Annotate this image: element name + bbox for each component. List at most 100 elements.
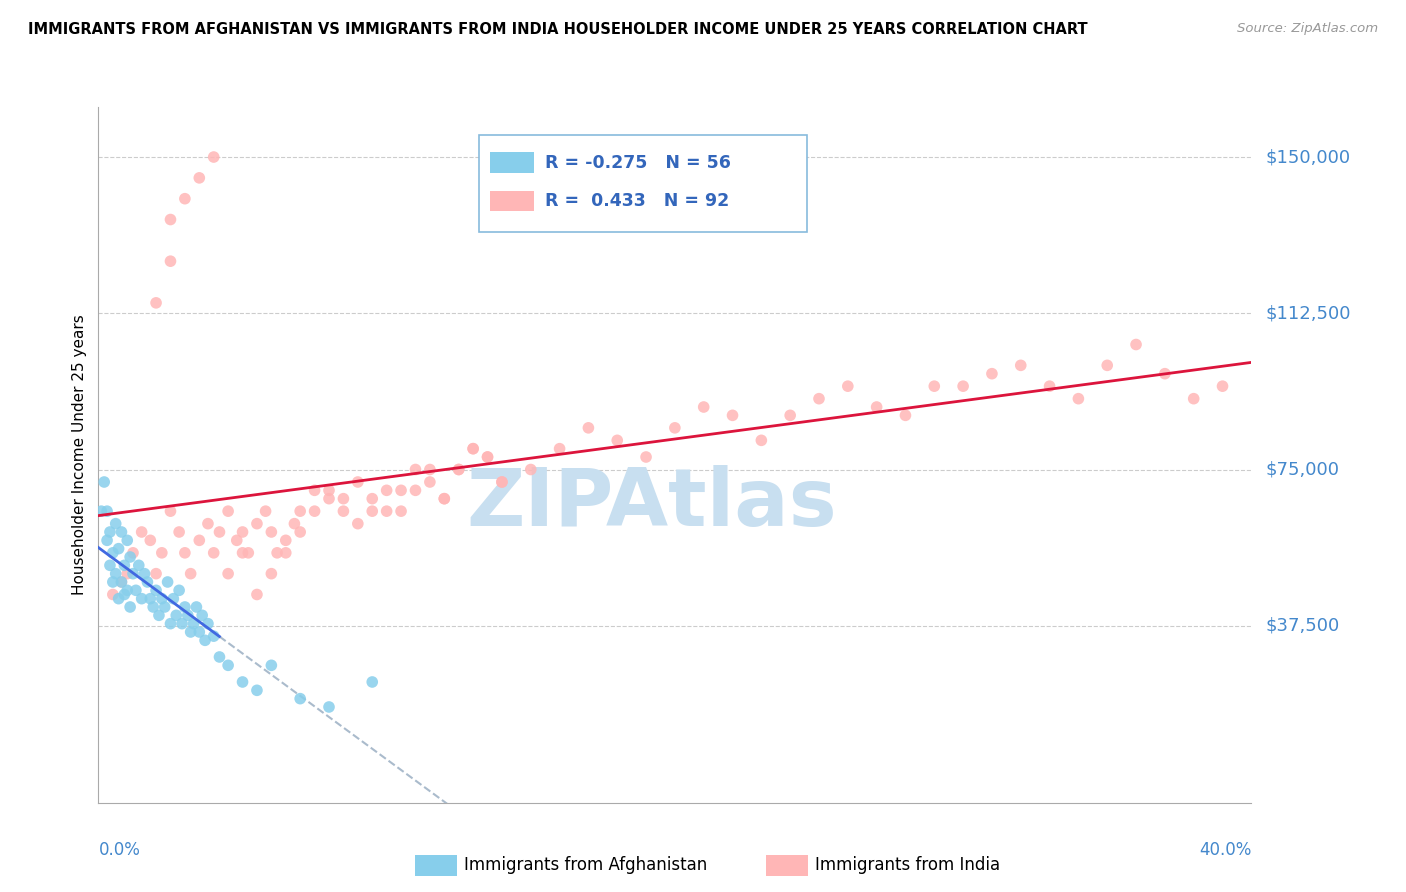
Point: [180, 625, 202, 640]
Point: [721, 409, 744, 423]
Point: [375, 504, 398, 518]
Point: [117, 583, 138, 598]
Point: [283, 516, 305, 531]
Point: [104, 566, 127, 581]
Point: [188, 533, 211, 548]
Point: [346, 475, 368, 489]
Point: [110, 574, 132, 589]
Point: [361, 491, 384, 506]
Point: [922, 379, 945, 393]
Point: [217, 566, 239, 581]
Point: [145, 583, 167, 598]
Point: [266, 546, 288, 560]
Point: [274, 533, 297, 548]
Point: [491, 475, 513, 489]
Point: [231, 675, 254, 690]
Point: [807, 392, 830, 406]
Point: [477, 450, 499, 464]
Point: [318, 483, 340, 498]
Point: [1153, 367, 1175, 381]
Text: R =  0.433   N = 92: R = 0.433 N = 92: [544, 192, 728, 210]
Point: [361, 504, 384, 518]
Point: [433, 491, 456, 506]
Text: $112,500: $112,500: [1265, 304, 1351, 322]
Point: [664, 421, 686, 435]
Point: [98, 524, 121, 539]
Point: [188, 625, 211, 640]
Text: Immigrants from India: Immigrants from India: [815, 856, 1001, 874]
Point: [153, 599, 176, 614]
Point: [150, 546, 173, 560]
Point: [304, 483, 326, 498]
Point: [389, 504, 412, 518]
Point: [117, 533, 138, 548]
Point: [101, 587, 124, 601]
Point: [260, 566, 283, 581]
Point: [981, 367, 1004, 381]
Point: [246, 587, 269, 601]
Point: [107, 591, 129, 606]
Point: [131, 524, 153, 539]
Point: [346, 516, 368, 531]
Point: [208, 524, 231, 539]
Point: [174, 546, 197, 560]
Point: [208, 650, 231, 665]
Point: [159, 254, 181, 268]
Point: [170, 616, 193, 631]
Point: [548, 442, 571, 456]
Point: [246, 516, 269, 531]
Point: [419, 475, 441, 489]
Point: [952, 379, 974, 393]
Point: [290, 504, 312, 518]
Point: [139, 591, 162, 606]
Point: [156, 574, 179, 589]
Point: [389, 483, 412, 498]
Point: [112, 558, 135, 573]
Text: $150,000: $150,000: [1265, 148, 1350, 166]
Point: [217, 658, 239, 673]
Point: [866, 400, 889, 414]
Point: [112, 587, 135, 601]
Point: [194, 633, 217, 648]
Point: [693, 400, 716, 414]
Point: [120, 599, 142, 614]
Point: [318, 491, 340, 506]
Point: [177, 608, 200, 623]
Point: [290, 691, 312, 706]
Point: [98, 558, 121, 573]
Point: [491, 475, 513, 489]
Point: [145, 566, 167, 581]
Point: [101, 546, 124, 560]
Point: [260, 524, 283, 539]
Point: [779, 409, 801, 423]
Point: [202, 150, 225, 164]
Point: [145, 296, 167, 310]
Point: [1010, 359, 1032, 373]
Point: [167, 524, 190, 539]
Point: [159, 504, 181, 518]
Point: [231, 524, 254, 539]
Y-axis label: Householder Income Under 25 years: Householder Income Under 25 years: [72, 315, 87, 595]
Point: [110, 574, 132, 589]
Point: [433, 491, 456, 506]
Point: [254, 504, 277, 518]
Point: [159, 212, 181, 227]
Point: [332, 504, 354, 518]
Point: [202, 546, 225, 560]
Text: Source: ZipAtlas.com: Source: ZipAtlas.com: [1237, 22, 1378, 36]
Point: [120, 549, 142, 564]
Point: [260, 658, 283, 673]
FancyBboxPatch shape: [479, 135, 807, 232]
Point: [197, 616, 219, 631]
Point: [1182, 392, 1205, 406]
Point: [125, 583, 148, 598]
Bar: [491, 153, 534, 173]
Point: [128, 558, 150, 573]
Point: [165, 608, 187, 623]
Point: [96, 533, 118, 548]
Point: [180, 566, 202, 581]
Point: [361, 675, 384, 690]
Point: [134, 566, 156, 581]
Point: [150, 591, 173, 606]
Bar: [491, 191, 534, 211]
